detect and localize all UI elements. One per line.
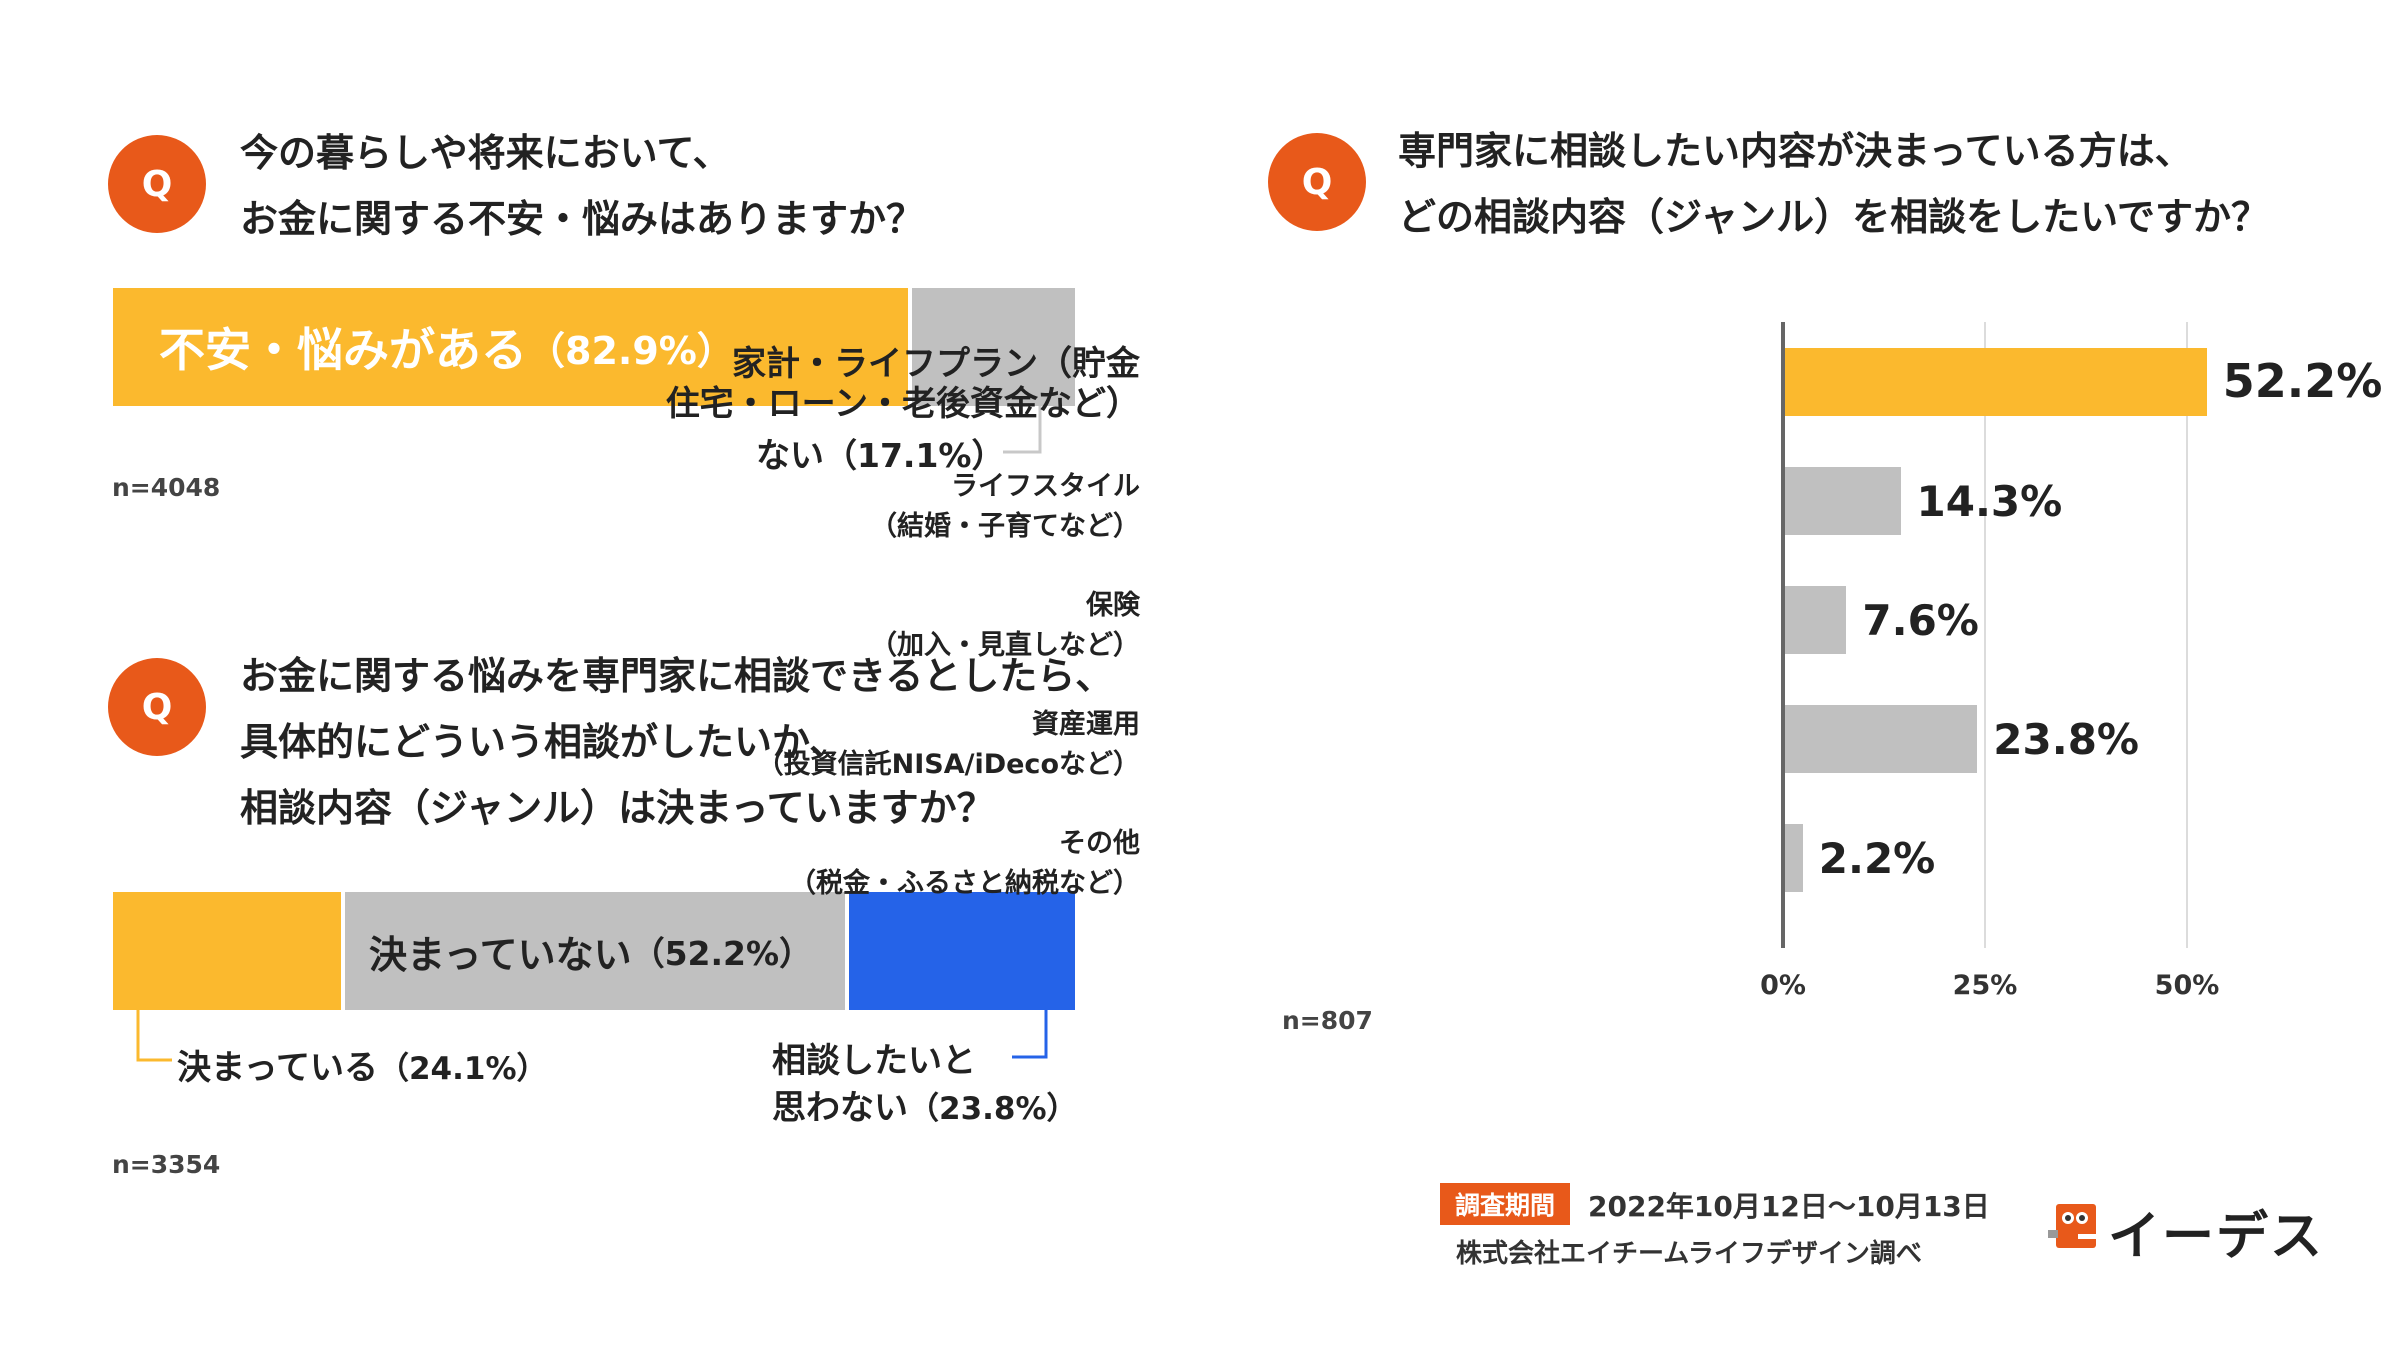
q2-decided-label: 決まっている [177,1048,378,1088]
x-tick-label: 50% [2154,970,2220,1001]
category-label-line: 資産運用 [1032,709,1140,740]
q2-nowant-line-1: 相談したいと [772,1041,976,1081]
q1-n: n=4048 [112,473,221,502]
q2-decided-pct: （24.1%） [377,1051,548,1087]
value-label: 52.2% [2222,354,2383,408]
category-label-line: 保険 [1086,590,1140,621]
q2-decided-bar [113,892,341,1010]
q2-nowant-pct: （23.8%） [908,1091,1078,1127]
value-label: 23.8% [1993,715,2140,764]
q3-line-2: どの相談内容（ジャンル）を相談をしたいですか？ [1398,195,2269,239]
category-label-line: ライフスタイル [951,471,1140,502]
category-label: その他 （税金・ふるさと納税など） [789,824,1140,904]
q1-badge: Q [108,135,206,233]
q3-question: 専門家に相談したい内容が決まっている方は、 どの相談内容（ジャンル）を相談をした… [1398,118,2269,250]
category-label-line: その他 [1059,828,1140,859]
q2-nowant-connector [1012,1010,1048,1059]
q1-line-2: お金に関する不安・悩みはありますか？ [240,197,925,241]
category-label-line: 住宅・ローン・老後資金など） [665,384,1140,424]
q3-line-1: 専門家に相談したい内容が決まっている方は、 [1398,129,2193,173]
category-label: 資産運用 （投資信託NISA/iDecoなど） [757,705,1140,785]
category-label-line: （税金・ふるさと納税など） [789,868,1140,899]
survey-period-tag: 調査期間 [1440,1183,1570,1225]
q2-question: お金に関する悩みを専門家に相談できるとしたら、 具体的にどういう相談がしたいか、… [240,643,1113,841]
y-axis-line [1781,322,1785,948]
category-label-line: （投資信託NISA/iDecoなど） [756,749,1140,780]
bar [1785,824,1803,892]
q2-nowant-bar [849,892,1075,1010]
brand-logo-icon [2048,1200,2100,1252]
q3-badge: Q [1268,133,1366,231]
q2-decided-connector [136,1010,172,1062]
q2-undecided-pct: （52.2%） [631,934,813,973]
q2-line-2: 具体的にどういう相談がしたいか、 [240,720,848,764]
category-label-line: （結婚・子育てなど） [870,511,1140,542]
q2-decided-text: 決まっている（24.1%） [177,1040,548,1089]
category-label: 家計・ライフプラン（貯金 住宅・ローン・老後資金など） [666,344,1140,424]
q2-line-1: お金に関する悩みを専門家に相談できるとしたら、 [240,654,1114,698]
x-tick-label: 0% [1760,970,1806,1001]
q1-yes-label: 不安・悩みがある [159,323,527,377]
q1-no-connector [1003,406,1042,454]
q1-no-label: ない [756,436,824,476]
q2-undecided-label: 決まっていない [369,932,632,977]
q1-yes-pct: （82.9%） [527,328,735,373]
gridline [1984,322,1986,948]
q2-line-3: 相談内容（ジャンル）は決まっていますか？ [240,786,995,830]
value-label: 2.2% [1818,834,1936,883]
q1-no-pct: （17.1%） [824,436,1005,475]
q2-undecided-bar: 決まっていない （52.2%） [345,892,845,1010]
bar [1785,705,1978,773]
q3-n: n=807 [1282,1006,1373,1035]
category-label-line: 家計・ライフプラン（貯金 [732,344,1140,384]
survey-period: 2022年10月12日〜10月13日 [1588,1190,1990,1223]
q1-no-bar [912,288,1075,406]
q2-nowant-line-2: 思わない [772,1088,908,1128]
category-label: ライフスタイル （結婚・子育てなど） [870,467,1140,547]
q1-question: 今の暮らしや将来において、 お金に関する不安・悩みはありますか？ [240,120,924,252]
q1-yes-bar: 不安・悩みがある （82.9%） [113,288,908,406]
category-label-line: （加入・見直しなど） [870,630,1140,661]
value-label: 14.3% [1916,477,2063,526]
survey-source: 株式会社エイチームライフデザイン調べ [1456,1239,1922,1269]
q2-badge: Q [108,658,206,756]
bar [1785,348,2207,416]
x-tick-label: 25% [1952,970,2018,1001]
q2-n: n=3354 [112,1150,221,1179]
brand-name: イーデス [2108,1207,2325,1267]
gridline [2186,322,2188,948]
q1-line-1: 今の暮らしや将来において、 [240,131,731,175]
value-label: 7.6% [1862,596,1979,645]
category-label: 保険 （加入・見直しなど） [870,586,1140,666]
bar [1785,586,1847,654]
q2-nowant-text: 相談したいと 思わない（23.8%） [772,1038,1078,1133]
q1-no-text: ない（17.1%） [756,428,1005,477]
bar [1785,467,1901,535]
